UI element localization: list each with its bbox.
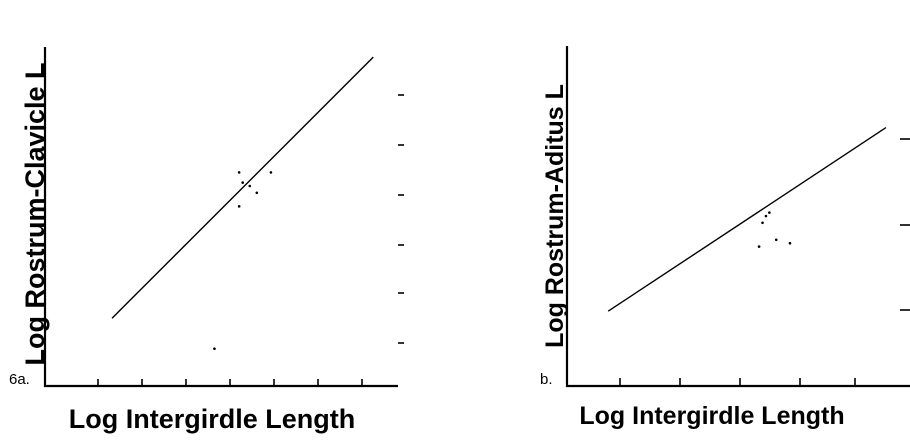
data-point [757, 245, 761, 248]
fit-line-b [607, 127, 887, 312]
data-point [241, 181, 244, 184]
points-b [757, 211, 792, 248]
fit-line-a [111, 56, 374, 319]
x-ticks-a [97, 379, 363, 386]
data-point [764, 214, 768, 218]
x-axis-label-a: Log Intergirdle Length [69, 404, 355, 434]
y-ticks-a [398, 94, 404, 344]
points-a [213, 171, 273, 351]
axis-frame-b [565, 46, 910, 388]
y-axis-label-b: Log Rostrum-Aditus L [541, 84, 569, 348]
y-ticks-b [900, 138, 910, 311]
x-axis-label-b: Log Intergirdle Length [579, 402, 844, 430]
panel-label-b: b. [540, 371, 553, 388]
data-point [213, 347, 216, 351]
data-point [237, 205, 241, 208]
axis-frame-a [43, 47, 398, 388]
data-point [269, 171, 273, 174]
panel-label-a: 6a. [9, 371, 30, 388]
data-point [788, 241, 792, 245]
data-point [255, 191, 259, 195]
y-axis-label-a: Log Rostrum-Clavicle L [20, 62, 50, 365]
data-point [768, 211, 771, 214]
chart-panel-b: b. Log Rostrum-Aditus L Log Intergirdle … [540, 46, 910, 430]
data-point [248, 184, 252, 188]
x-ticks-b [619, 378, 856, 386]
data-point [774, 238, 778, 242]
data-point [761, 221, 764, 225]
chart-panel-a: 6a. Log Rostrum-Clavicle L Log Intergird… [9, 47, 404, 434]
data-point [237, 171, 241, 174]
